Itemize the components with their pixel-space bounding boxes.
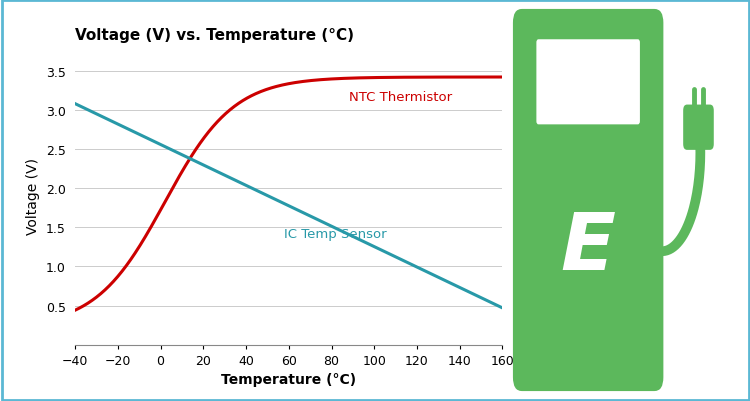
Text: NTC Thermistor: NTC Thermistor: [349, 91, 452, 104]
Text: IC Temp Sensor: IC Temp Sensor: [284, 227, 387, 240]
FancyBboxPatch shape: [536, 40, 640, 125]
FancyBboxPatch shape: [513, 10, 664, 391]
Text: Voltage (V) vs. Temperature (°C): Voltage (V) vs. Temperature (°C): [75, 28, 354, 43]
FancyBboxPatch shape: [683, 105, 714, 150]
Y-axis label: Voltage (V): Voltage (V): [26, 158, 40, 235]
Text: E: E: [561, 209, 616, 287]
X-axis label: Temperature (°C): Temperature (°C): [221, 373, 356, 386]
